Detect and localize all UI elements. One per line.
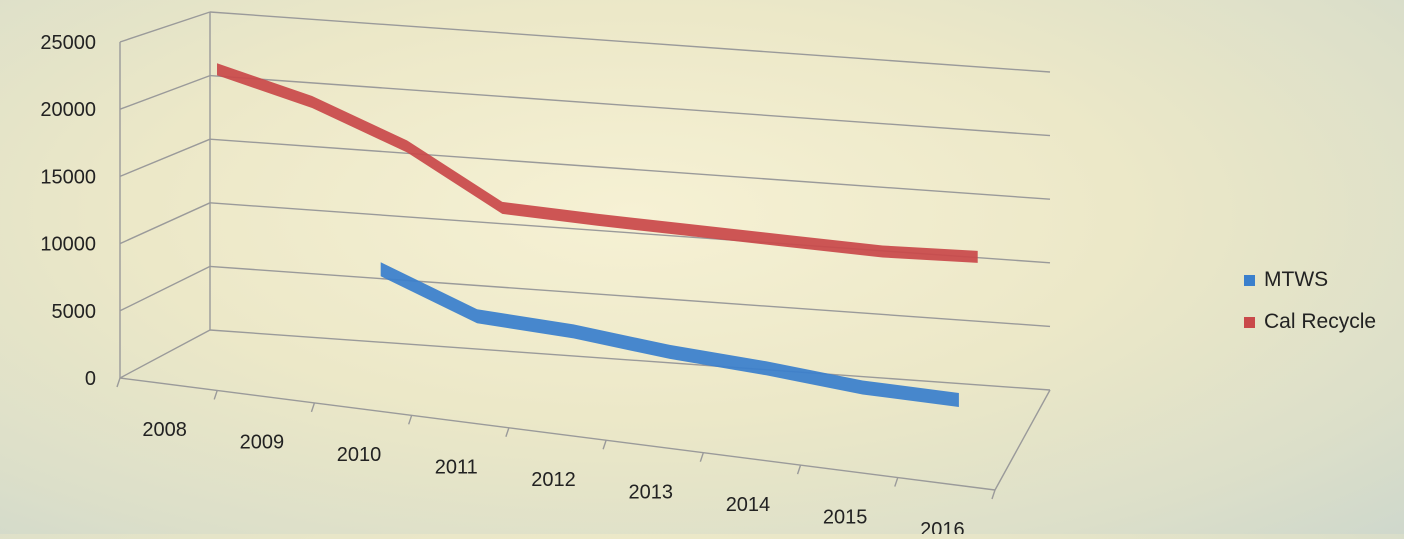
category-axis [119,377,996,491]
x-tick-label: 2014 [726,494,771,516]
category-tick-mark [310,402,316,413]
series-ribbon-cal-recycle [217,63,978,263]
y-tick-label: 25000 [40,32,96,54]
side-gridline-0 [119,329,211,379]
gridline-15000 [209,138,1051,200]
category-tick-mark [991,489,996,500]
legend-swatch-cal-recycle [1244,316,1255,328]
x-tick-label: 2009 [240,432,285,454]
y-tick-label: 15000 [40,166,96,188]
x-tick-label: 2008 [142,419,187,441]
y-tick-label: 0 [85,368,96,390]
category-tick-mark [116,377,121,388]
side-gridline-5000 [119,265,211,312]
category-tick-mark [213,390,218,400]
category-tick-mark [408,415,413,425]
gridline-5000 [209,265,1051,328]
legend-label-cal-recycle: Cal Recycle [1264,310,1377,333]
legend-label-mtws: MTWS [1264,268,1329,291]
x-tick-label: 2011 [435,457,478,479]
chart-legend: MTWS Cal Recycle [1244,268,1376,352]
y-tick-label: 5000 [52,301,97,323]
x-tick-label: 2016 [920,519,965,534]
gridline-25000 [209,11,1051,73]
category-tick-mark [505,427,510,437]
side-gridline-15000 [119,138,211,178]
legend-item-cal-recycle: Cal Recycle [1244,310,1376,334]
category-tick-mark [796,464,802,475]
gridline-0 [209,329,1051,391]
legend-swatch-mtws [1244,274,1255,286]
category-tick-mark [699,452,704,462]
floor-right-edge [994,389,1051,491]
gridline-20000 [209,74,1051,137]
y-tick-label: 20000 [40,99,96,121]
x-tick-label: 2013 [628,481,673,503]
legend-item-mtws: MTWS [1244,268,1376,292]
x-tick-label: 2010 [337,444,382,466]
y-tick-label: 10000 [40,234,96,256]
side-gridline-25000 [119,11,211,43]
side-gridline-20000 [119,74,211,110]
series-ribbon-mtws [380,262,959,407]
side-gridline-10000 [119,202,211,245]
category-tick-mark [602,440,607,450]
x-tick-label: 2015 [823,506,868,528]
x-tick-label: 2012 [531,469,576,491]
category-tick-mark [894,477,899,487]
